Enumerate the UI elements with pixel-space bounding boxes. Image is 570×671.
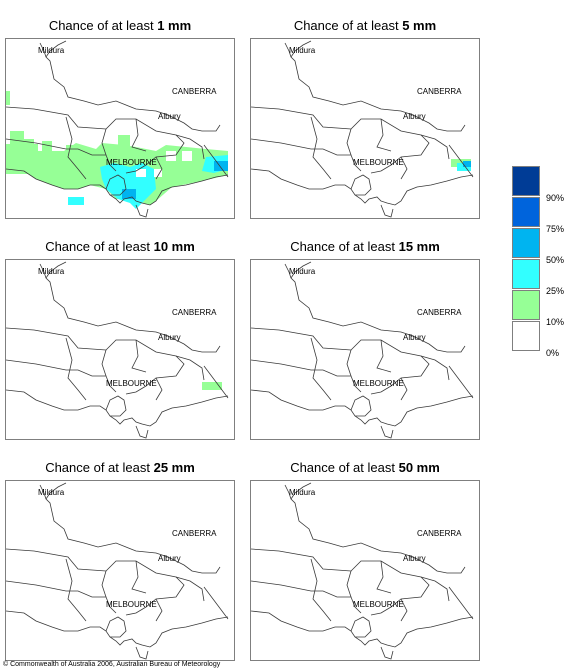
city-label-melbourne: MELBOURNE: [353, 379, 404, 388]
city-label-mildura: Mildura: [38, 267, 65, 276]
map-image: Mildura CANBERRA Albury MELBOURNE: [250, 259, 480, 440]
city-label-melbourne: MELBOURNE: [353, 600, 404, 609]
city-label-albury: Albury: [158, 333, 181, 342]
map-image: Mildura CANBERRA Albury MELBOURNE: [5, 480, 235, 661]
city-label-mildura: Mildura: [38, 488, 65, 497]
legend-label: 25%: [546, 286, 565, 296]
legend-label: 50%: [546, 255, 565, 265]
city-label-mildura: Mildura: [289, 488, 316, 497]
city-label-canberra: CANBERRA: [172, 529, 217, 538]
panel-title: Chance of at least 15 mm: [290, 239, 440, 254]
legend-label: 10%: [546, 317, 565, 327]
legend-swatch-75: [512, 197, 540, 227]
city-label-albury: Albury: [403, 333, 426, 342]
legend-swatch-0: [512, 321, 540, 351]
rain-probability-shading: [202, 382, 222, 390]
map-image: Mildura CANBERRA Albury MELBOURNE: [5, 259, 235, 440]
legend-swatch-50: [512, 228, 540, 258]
panel-title: Chance of at least 25 mm: [45, 460, 195, 475]
copyright-notice: © Commonwealth of Australia 2006, Austra…: [3, 661, 221, 668]
legend-swatch-10: [512, 290, 540, 320]
legend-label: 75%: [546, 224, 565, 234]
city-label-albury: Albury: [403, 112, 426, 121]
panel-title: Chance of at least 5 mm: [293, 18, 437, 33]
city-label-melbourne: MELBOURNE: [353, 158, 404, 167]
city-label-mildura: Mildura: [289, 46, 316, 55]
city-label-albury: Albury: [158, 554, 181, 563]
legend-swatch-25: [512, 259, 540, 289]
city-label-albury: Albury: [158, 112, 181, 121]
map-image: Mildura CANBERRA Albury MELBOURNE: [250, 480, 480, 661]
city-label-canberra: CANBERRA: [417, 87, 462, 96]
legend-label: 0%: [546, 348, 560, 358]
city-label-melbourne: MELBOURNE: [106, 600, 157, 609]
city-label-mildura: Mildura: [289, 267, 316, 276]
city-label-melbourne: MELBOURNE: [106, 379, 157, 388]
city-label-melbourne: MELBOURNE: [106, 158, 157, 167]
legend-swatch-90: [512, 166, 540, 196]
city-label-mildura: Mildura: [38, 46, 65, 55]
city-label-canberra: CANBERRA: [172, 87, 217, 96]
panel-title: Chance of at least 10 mm: [45, 239, 195, 254]
city-label-canberra: CANBERRA: [172, 308, 217, 317]
map-image: Mildura CANBERRA Albury MELBOURNE: [250, 38, 480, 219]
panel-title: Chance of at least 1 mm: [48, 18, 192, 33]
panel-title: Chance of at least 50 mm: [290, 460, 440, 475]
map-image: Mildura CANBERRA Albury MELBOURNE: [5, 38, 235, 219]
rain-probability-shading: [451, 159, 471, 171]
rain-probability-shading: [6, 91, 228, 209]
city-label-canberra: CANBERRA: [417, 308, 462, 317]
city-label-canberra: CANBERRA: [417, 529, 462, 538]
city-label-albury: Albury: [403, 554, 426, 563]
legend-label: 90%: [546, 193, 565, 203]
